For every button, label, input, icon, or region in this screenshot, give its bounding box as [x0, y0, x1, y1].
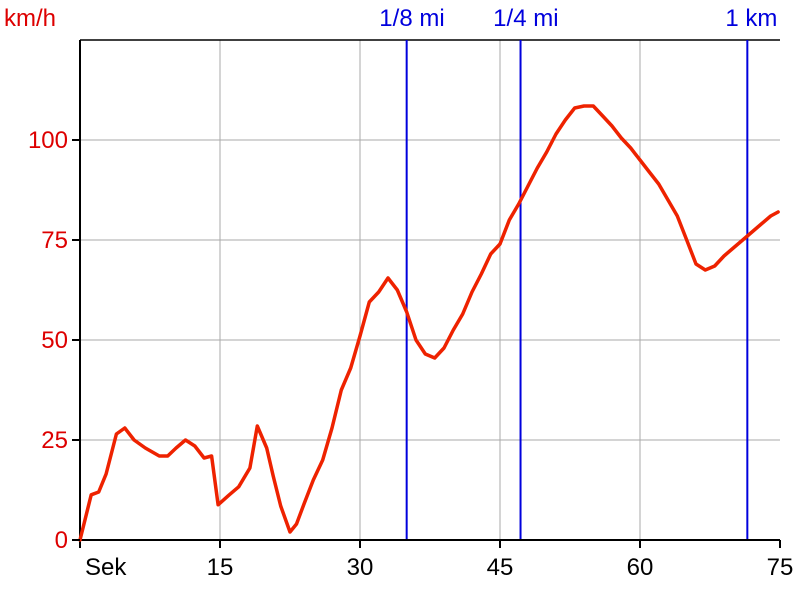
y-tick-label-0: 0	[55, 527, 68, 554]
speed-series-line	[78, 104, 780, 542]
distance-marker-labels: 1/8 mi 1/4 mi 1 km	[379, 5, 777, 32]
series-layer	[78, 104, 780, 542]
x-tick-label-60: 60	[627, 554, 654, 581]
distance-marker-label-0: 1/8 mi	[379, 5, 444, 32]
x-tick-label-75: 75	[767, 554, 794, 581]
distance-marker-label-2: 1 km	[725, 5, 777, 32]
y-axis-label: km/h	[4, 5, 56, 32]
distance-marker-label-1: 1/4 mi	[493, 5, 558, 32]
distance-marker-lines	[405, 40, 749, 540]
y-tick-label-100: 100	[28, 127, 68, 154]
x-tick-label-45: 45	[487, 554, 514, 581]
y-tick-label-75: 75	[41, 227, 68, 254]
x-tick-label-30: 30	[347, 554, 374, 581]
tick-labels: 15 30 45 60 75 0 25 50 75 100	[28, 127, 793, 581]
axes-layer	[79, 40, 780, 548]
x-tick-label-15: 15	[207, 554, 234, 581]
x-axis-label: Sek	[85, 554, 127, 581]
y-tick-label-50: 50	[41, 327, 68, 354]
grid-layer	[80, 39, 780, 540]
y-tick-label-25: 25	[41, 427, 68, 454]
